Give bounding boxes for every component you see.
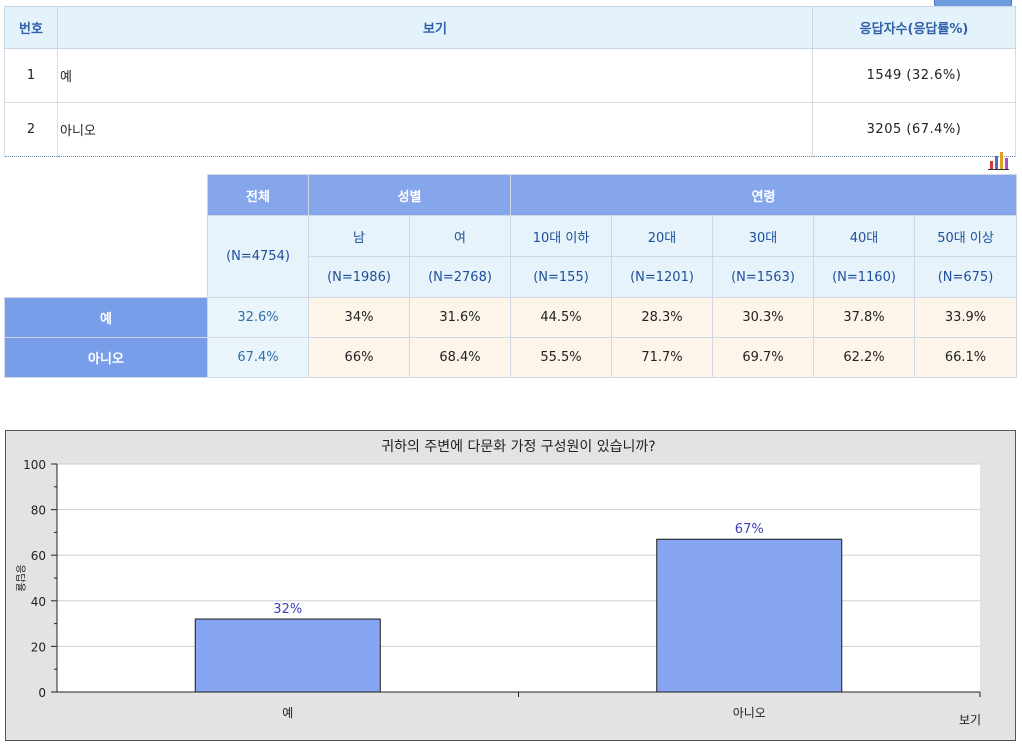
answer-no: 2 <box>4 102 58 157</box>
answer-option: 아니오 <box>57 102 813 157</box>
x-tick-label: 아니오 <box>733 706 766 720</box>
bar <box>656 538 843 693</box>
answer-row: 1 예 1549 (32.6%) <box>4 48 1016 103</box>
subgroup-n: (N=155) <box>510 256 613 298</box>
y-axis-label: 응답율 <box>14 564 26 592</box>
value-cell: 66.1% <box>914 337 1018 378</box>
x-axis-label: 보기 <box>959 713 981 727</box>
bar <box>194 618 381 693</box>
group-gender: 성별 <box>307 174 512 216</box>
total-cell: 67.4% <box>207 337 309 378</box>
header-responses: 응답자수(응답률%) <box>812 6 1016 49</box>
answer-table: 번호 보기 응답자수(응답률%) 1 예 1549 (32.6%) 2 아니오 … <box>4 6 1016 157</box>
subgroup-n: (N=1160) <box>813 256 916 298</box>
bar-data-label: 32% <box>273 602 302 617</box>
subgroup-label: 남 <box>308 215 410 257</box>
value-cell: 28.3% <box>611 297 714 338</box>
total-cell: 32.6% <box>207 297 309 338</box>
row-label: 아니오 <box>4 337 208 378</box>
subgroup-label: 50대 이상 <box>914 215 1018 257</box>
answer-responses: 3205 (67.4%) <box>812 102 1016 157</box>
y-tick-label: 40 <box>31 595 46 609</box>
row-label: 예 <box>4 297 208 338</box>
answer-row: 2 아니오 3205 (67.4%) <box>4 102 1016 157</box>
total-n: (N=4754) <box>207 215 309 298</box>
subgroup-label: 20대 <box>611 215 714 257</box>
bar-chart-svg: 귀하의 주변에 다문화 가정 구성원이 있습니까? 0 20 40 60 80 100 32%… <box>14 439 981 727</box>
cross-table: 전체 성별 연령 (N=4754) 남 여 10대 이하 20대 30대 40대… <box>4 174 1018 378</box>
subgroup-n: (N=2768) <box>408 256 512 298</box>
value-cell: 69.7% <box>712 337 815 378</box>
subgroup-n: (N=1201) <box>611 256 714 298</box>
value-cell: 34% <box>308 297 410 338</box>
header-no: 번호 <box>4 6 58 49</box>
bar-chart: 귀하의 주변에 다문화 가정 구성원이 있습니까? 0 20 40 60 80 100 32%… <box>5 430 1016 741</box>
cross-table-corner <box>4 174 208 298</box>
value-cell: 30.3% <box>712 297 815 338</box>
answer-table-header: 번호 보기 응답자수(응답률%) <box>4 6 1016 49</box>
value-cell: 68.4% <box>408 337 512 378</box>
subgroup-label: 여 <box>408 215 512 257</box>
answer-no: 1 <box>4 48 58 103</box>
group-age: 연령 <box>510 174 1018 216</box>
value-cell: 66% <box>308 337 410 378</box>
x-tick-label: 예 <box>282 706 293 720</box>
answer-responses: 1549 (32.6%) <box>812 48 1016 103</box>
subgroup-n: (N=1986) <box>308 256 410 298</box>
answer-option: 예 <box>57 48 813 103</box>
y-tick-label: 20 <box>31 640 46 654</box>
chart-title: 귀하의 주변에 다문화 가정 구성원이 있습니까? <box>381 439 655 455</box>
subgroup-label: 40대 <box>813 215 916 257</box>
y-tick-label: 80 <box>31 504 46 518</box>
y-tick-label: 0 <box>38 686 46 700</box>
value-cell: 37.8% <box>813 297 916 338</box>
bar-chart-icon[interactable] <box>987 151 1009 171</box>
y-tick-label: 100 <box>23 458 46 472</box>
value-cell: 55.5% <box>510 337 613 378</box>
value-cell: 71.7% <box>611 337 714 378</box>
cross-row: 아니오 67.4% 66% 68.4% 55.5% 71.7% 69.7% 62… <box>4 337 1018 378</box>
header-option: 보기 <box>57 6 813 49</box>
subgroup-n: (N=675) <box>914 256 1018 298</box>
bar-data-label: 67% <box>735 522 764 537</box>
subgroup-label: 10대 이하 <box>510 215 613 257</box>
subgroup-n: (N=1563) <box>712 256 815 298</box>
value-cell: 31.6% <box>408 297 512 338</box>
y-tick-label: 60 <box>31 549 46 563</box>
value-cell: 44.5% <box>510 297 613 338</box>
cross-row: 예 32.6% 34% 31.6% 44.5% 28.3% 30.3% 37.8… <box>4 297 1018 338</box>
value-cell: 33.9% <box>914 297 1018 338</box>
value-cell: 62.2% <box>813 337 916 378</box>
group-total: 전체 <box>207 174 309 216</box>
subgroup-label: 30대 <box>712 215 815 257</box>
